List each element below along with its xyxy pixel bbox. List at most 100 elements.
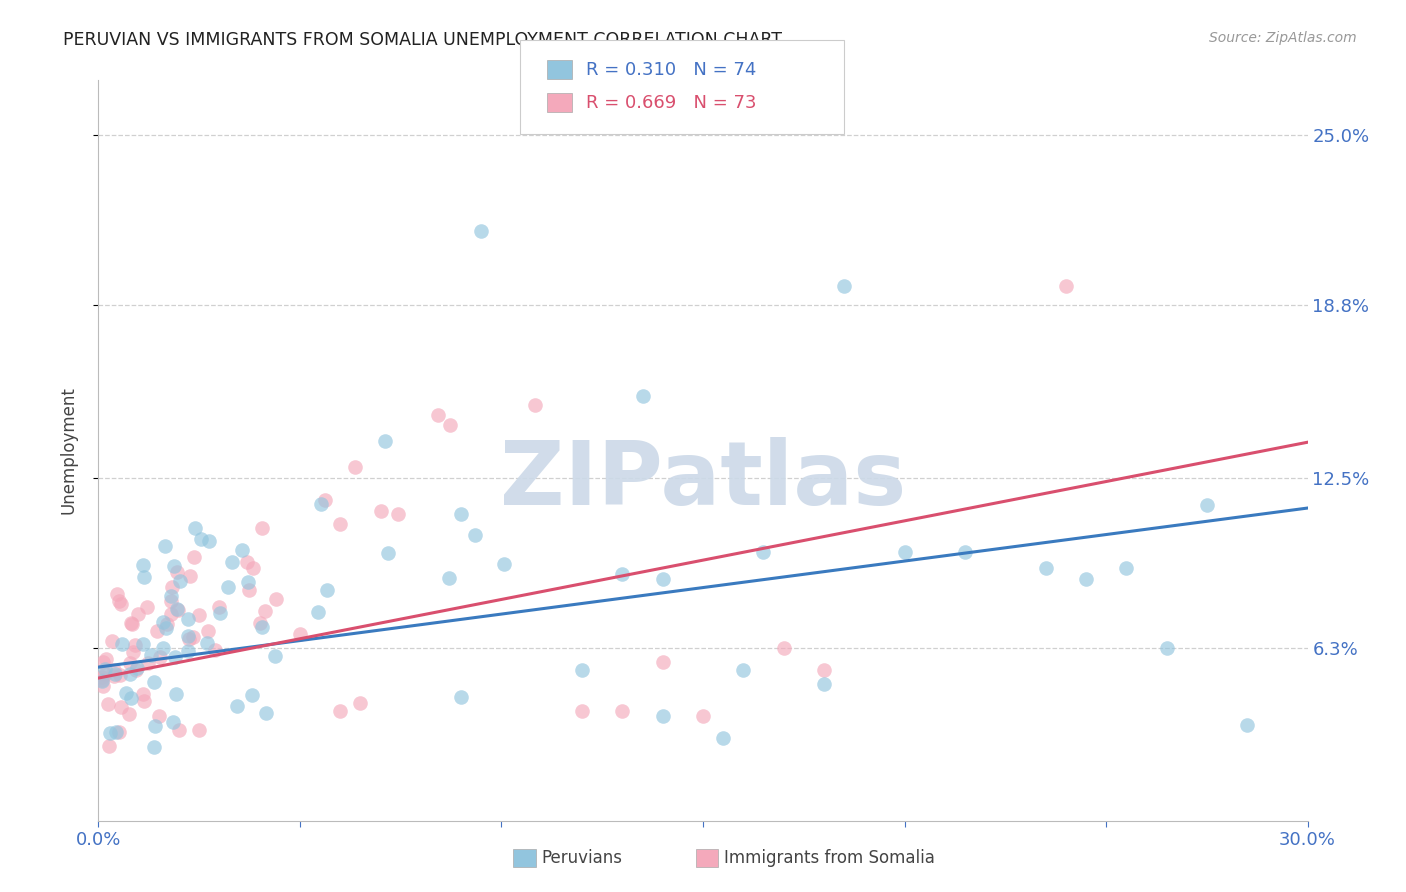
Point bbox=[183, 521, 205, 535]
Point bbox=[450, 690, 472, 705]
Point bbox=[204, 642, 226, 657]
Point bbox=[631, 389, 654, 403]
Point bbox=[163, 650, 186, 665]
Point bbox=[231, 543, 253, 558]
Point bbox=[160, 590, 183, 604]
Point bbox=[177, 632, 200, 647]
Text: R = 0.669   N = 73: R = 0.669 N = 73 bbox=[586, 94, 756, 112]
Point bbox=[195, 635, 218, 649]
Point bbox=[98, 726, 121, 740]
Point bbox=[264, 592, 287, 607]
Point bbox=[179, 569, 201, 583]
Point bbox=[492, 557, 515, 571]
Point bbox=[165, 687, 187, 701]
Point bbox=[135, 599, 157, 614]
Point bbox=[772, 640, 794, 655]
Point bbox=[1236, 717, 1258, 731]
Point bbox=[198, 534, 221, 549]
Point bbox=[100, 633, 122, 648]
Point bbox=[91, 670, 114, 684]
Point bbox=[153, 539, 176, 553]
Text: Immigrants from Somalia: Immigrants from Somalia bbox=[724, 849, 935, 867]
Point bbox=[110, 700, 132, 714]
Point bbox=[1195, 498, 1218, 512]
Point bbox=[314, 492, 336, 507]
Point bbox=[152, 615, 174, 630]
Point bbox=[148, 709, 170, 723]
Point bbox=[242, 561, 264, 575]
Text: Peruvians: Peruvians bbox=[541, 849, 623, 867]
Point bbox=[288, 627, 311, 641]
Point bbox=[120, 657, 142, 671]
Point bbox=[110, 668, 132, 682]
Point bbox=[177, 612, 200, 626]
Point bbox=[136, 656, 159, 670]
Point bbox=[108, 724, 131, 739]
Point bbox=[571, 663, 593, 677]
Point bbox=[104, 667, 127, 681]
Point bbox=[105, 587, 128, 601]
Point bbox=[813, 663, 835, 677]
Point bbox=[122, 645, 145, 659]
Point bbox=[953, 545, 976, 559]
Point bbox=[1115, 561, 1137, 575]
Point bbox=[124, 638, 146, 652]
Point bbox=[167, 723, 190, 738]
Point bbox=[107, 594, 129, 608]
Point bbox=[97, 739, 120, 754]
Point bbox=[132, 637, 155, 651]
Point bbox=[236, 555, 259, 569]
Point bbox=[253, 604, 276, 618]
Point bbox=[813, 676, 835, 690]
Point bbox=[169, 574, 191, 589]
Point bbox=[1054, 279, 1077, 293]
Point bbox=[166, 565, 188, 579]
Point bbox=[160, 594, 183, 608]
Point bbox=[315, 583, 337, 598]
Y-axis label: Unemployment: Unemployment bbox=[59, 386, 77, 515]
Point bbox=[134, 694, 156, 708]
Point bbox=[329, 704, 352, 718]
Point bbox=[146, 624, 169, 638]
Point bbox=[121, 617, 143, 632]
Point bbox=[127, 607, 149, 621]
Point bbox=[329, 517, 352, 532]
Point bbox=[181, 630, 204, 644]
Point bbox=[370, 504, 392, 518]
Point bbox=[120, 691, 142, 706]
Point bbox=[139, 648, 162, 662]
Point bbox=[91, 679, 114, 693]
Point bbox=[651, 709, 673, 723]
Point bbox=[125, 663, 148, 677]
Point bbox=[377, 546, 399, 560]
Point bbox=[571, 704, 593, 718]
Point bbox=[117, 707, 139, 722]
Point bbox=[91, 673, 114, 688]
Point bbox=[464, 527, 486, 541]
Point bbox=[309, 497, 332, 511]
Point bbox=[142, 739, 165, 754]
Point bbox=[612, 704, 634, 718]
Point bbox=[110, 597, 132, 611]
Point bbox=[209, 607, 232, 621]
Point bbox=[692, 709, 714, 723]
Point bbox=[132, 569, 155, 583]
Point bbox=[155, 622, 177, 636]
Point bbox=[1074, 572, 1097, 586]
Point bbox=[132, 558, 155, 573]
Point bbox=[156, 617, 179, 632]
Point bbox=[374, 434, 396, 449]
Point bbox=[115, 685, 138, 699]
Point bbox=[1156, 640, 1178, 655]
Point bbox=[236, 575, 259, 590]
Point bbox=[893, 545, 915, 559]
Point bbox=[349, 696, 371, 710]
Point bbox=[226, 698, 249, 713]
Point bbox=[188, 723, 211, 738]
Point bbox=[143, 719, 166, 733]
Point bbox=[111, 637, 134, 651]
Point bbox=[132, 687, 155, 701]
Point bbox=[162, 714, 184, 729]
Point bbox=[160, 607, 183, 621]
Point bbox=[197, 624, 219, 638]
